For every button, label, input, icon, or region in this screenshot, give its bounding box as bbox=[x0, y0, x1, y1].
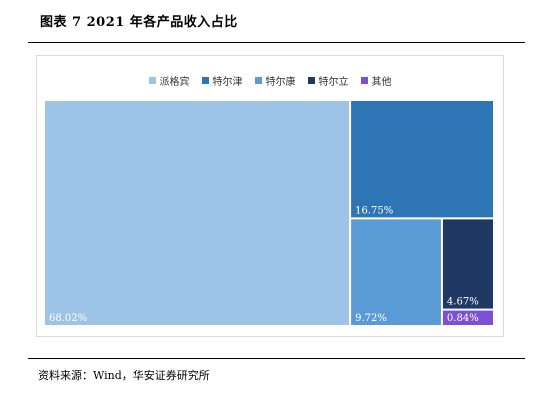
treemap-cell bbox=[442, 310, 493, 325]
source-note: 资料来源：Wind，华安证券研究所 bbox=[38, 369, 210, 382]
legend-item: 特尔津 bbox=[201, 73, 243, 88]
treemap-data-label: 4.67% bbox=[447, 297, 479, 308]
chart-frame: 派格宾 特尔津 特尔康 特尔立 其他 68.02% 16.75% 9.72% 4.67% 0.8… bbox=[36, 55, 504, 337]
bottom-rule bbox=[28, 358, 525, 359]
legend-label: 特尔立 bbox=[318, 77, 349, 88]
legend-item: 派格宾 bbox=[148, 73, 190, 88]
treemap-cell bbox=[442, 219, 493, 309]
figure-title: 图表 7 2021 年各产品收入占比 bbox=[40, 15, 238, 30]
treemap: 68.02% 16.75% 9.72% 4.67% 0.84% bbox=[45, 101, 493, 325]
legend-swatch bbox=[254, 77, 262, 84]
treemap-data-label: 68.02% bbox=[49, 313, 87, 324]
legend-item: 特尔立 bbox=[307, 73, 349, 88]
treemap-cell bbox=[351, 101, 493, 218]
top-rule bbox=[28, 42, 525, 43]
legend-item: 其他 bbox=[360, 73, 392, 88]
legend-label: 其他 bbox=[371, 77, 392, 88]
treemap-data-label: 0.84% bbox=[447, 313, 479, 324]
legend-label: 派格宾 bbox=[159, 77, 190, 88]
legend-label: 特尔津 bbox=[212, 77, 243, 88]
treemap-cell bbox=[351, 219, 441, 325]
treemap-cell bbox=[45, 101, 350, 325]
legend-swatch bbox=[201, 77, 209, 84]
legend-label: 特尔康 bbox=[265, 77, 296, 88]
legend-swatch bbox=[307, 77, 315, 84]
legend-item: 特尔康 bbox=[254, 73, 296, 88]
legend-swatch bbox=[148, 77, 156, 84]
legend-swatch bbox=[360, 77, 368, 84]
treemap-data-label: 16.75% bbox=[355, 205, 393, 216]
treemap-data-label: 9.72% bbox=[355, 313, 387, 324]
legend: 派格宾 特尔津 特尔康 特尔立 其他 bbox=[37, 73, 503, 88]
